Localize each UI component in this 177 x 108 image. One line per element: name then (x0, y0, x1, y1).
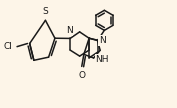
Text: N: N (66, 26, 73, 35)
Text: S: S (42, 7, 48, 16)
Text: Cl: Cl (4, 42, 13, 51)
Text: O: O (78, 71, 85, 80)
Text: N: N (99, 36, 106, 45)
Text: NH: NH (96, 55, 109, 64)
